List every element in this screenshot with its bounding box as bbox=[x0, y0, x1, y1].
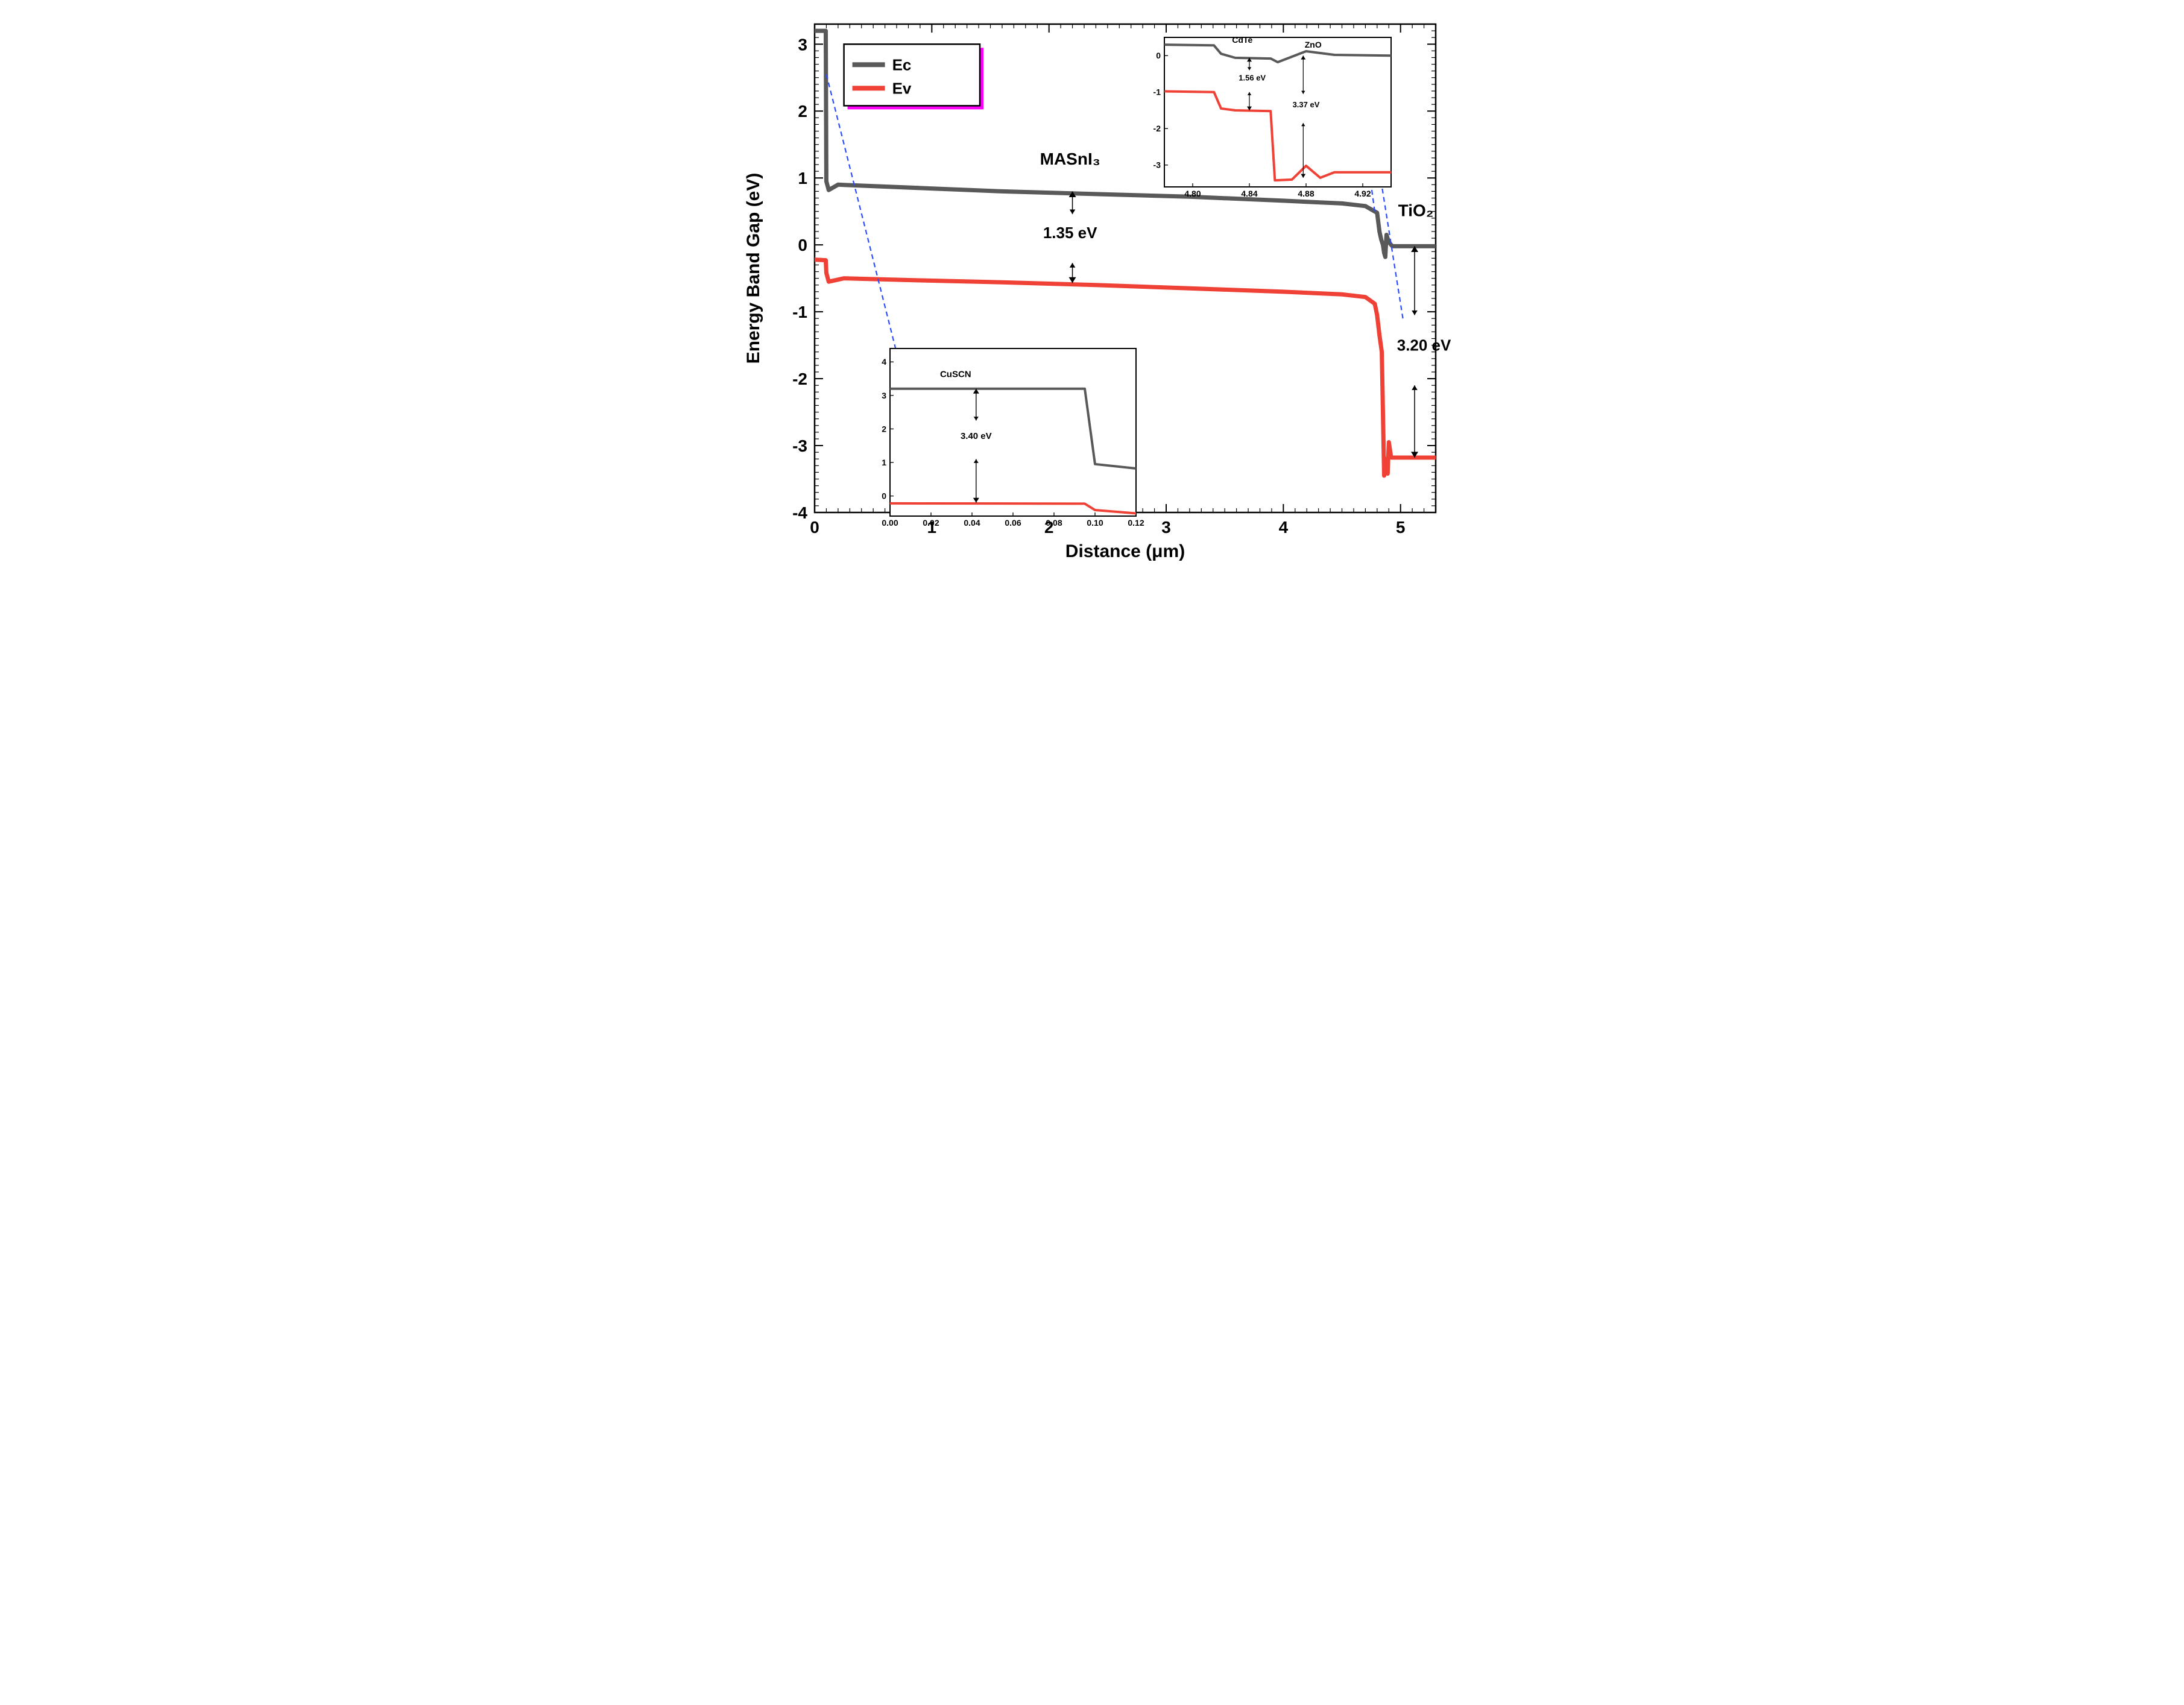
main-gap-2: 3.20 eV bbox=[1397, 336, 1451, 354]
inset-y-tick: -2 bbox=[1154, 124, 1161, 133]
inset-x-tick: 0.04 bbox=[964, 518, 980, 528]
inset-y-tick: 0 bbox=[1156, 51, 1161, 60]
legend-label: Ev bbox=[892, 79, 912, 97]
inset-x-tick: 0.08 bbox=[1046, 518, 1062, 528]
legend-swatch bbox=[853, 62, 885, 67]
gap-337: 3.37 eV bbox=[1293, 100, 1320, 109]
masni3-label: MASnI₃ bbox=[1040, 150, 1100, 168]
inset-x-tick: 0.00 bbox=[882, 518, 898, 528]
y-tick-label: 2 bbox=[798, 102, 807, 121]
y-tick-label: -3 bbox=[792, 436, 807, 455]
inset-y-tick: 2 bbox=[882, 424, 886, 433]
inset-y-tick: -1 bbox=[1154, 87, 1161, 97]
inset-x-tick: 0.10 bbox=[1087, 518, 1103, 528]
inset-y-tick: 4 bbox=[882, 357, 886, 367]
y-tick-label: -4 bbox=[792, 503, 807, 522]
inset-y-tick: 0 bbox=[882, 491, 886, 501]
gap-156: 1.56 eV bbox=[1239, 73, 1266, 82]
gap-340: 3.40 eV bbox=[961, 431, 992, 441]
chart-svg: 0 1 2 3 4 5 -4 -3 -2 -1 0 1 2 3 Distance (μm) Energy Ba… bbox=[730, 0, 1454, 565]
y-tick-label: -2 bbox=[792, 370, 807, 388]
inset-y-tick: -3 bbox=[1154, 160, 1161, 170]
cuscn-label: CuSCN bbox=[940, 369, 971, 379]
legend-box bbox=[844, 44, 980, 106]
inset-x-tick: 4.80 bbox=[1184, 189, 1201, 198]
x-tick-label: 3 bbox=[1161, 518, 1171, 537]
inset-x-tick: 0.12 bbox=[1128, 518, 1144, 528]
legend-label: Ec bbox=[892, 55, 912, 74]
zno-label: ZnO bbox=[1305, 40, 1322, 49]
inset-x-tick: 4.88 bbox=[1298, 189, 1314, 198]
inset-x-tick: 0.02 bbox=[923, 518, 939, 528]
x-tick-label: 0 bbox=[810, 518, 819, 537]
y-tick-label: 3 bbox=[798, 35, 807, 54]
x-tick-label: 4 bbox=[1279, 518, 1289, 537]
inset-x-tick: 0.06 bbox=[1005, 518, 1021, 528]
inset-y-tick: 1 bbox=[882, 458, 886, 467]
x-axis-title: Distance (μm) bbox=[1065, 541, 1185, 561]
y-tick-label: 1 bbox=[798, 169, 807, 188]
y-tick-label: 0 bbox=[798, 236, 807, 254]
inset-x-tick: 4.84 bbox=[1241, 189, 1257, 198]
tio2-label: TiO₂ bbox=[1398, 201, 1434, 219]
inset-bottom-left: 0.00 0.02 0.04 0.06 0.08 0.10 0.12 0 1 2 3 4 CuSCN 3.… bbox=[882, 348, 1144, 528]
cdte-label: CdTe bbox=[1232, 35, 1252, 45]
main-gap-1: 1.35 eV bbox=[1043, 224, 1097, 242]
inset-y-tick: 3 bbox=[882, 391, 886, 400]
inset-x-tick: 4.92 bbox=[1354, 189, 1371, 198]
legend-swatch bbox=[853, 86, 885, 90]
y-axis-title: Energy Band Gap (eV) bbox=[743, 173, 763, 364]
x-tick-label: 5 bbox=[1396, 518, 1406, 537]
chart-root: 0 1 2 3 4 5 -4 -3 -2 -1 0 1 2 3 Distance (μm) Energy Ba… bbox=[730, 0, 1454, 565]
y-tick-label: -1 bbox=[792, 303, 807, 321]
inset-top-right: 4.80 4.84 4.88 4.92 -3 -2 -1 0 CdTe ZnO 1.56 eV 3.3… bbox=[1154, 35, 1391, 198]
